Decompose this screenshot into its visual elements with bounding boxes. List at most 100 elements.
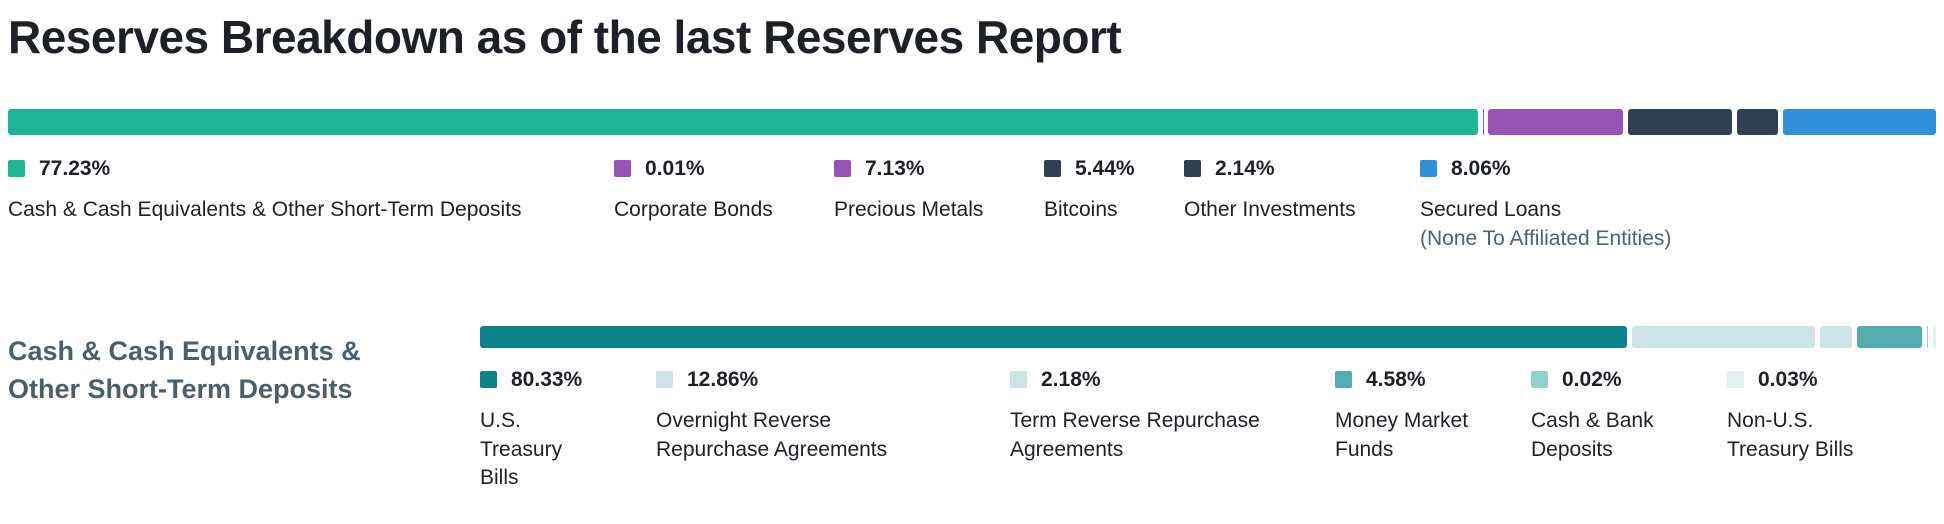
bar-segment-non-u-s-treasury-bills[interactable] [1933, 325, 1936, 348]
legend-value: 2.18% [1041, 367, 1101, 391]
u-s-treasury-bills-swatch-icon [480, 371, 497, 389]
legend-label-line: Corporate Bonds [614, 197, 773, 221]
legend-label: Precious Metals [834, 196, 1034, 225]
legend-label: Bitcoins [1044, 196, 1174, 225]
legend-item-precious-metals: 7.13% Precious Metals [834, 157, 1044, 225]
bar-segment-bitcoins[interactable] [1628, 108, 1732, 135]
legend-label-line: Overnight Reverse [656, 408, 832, 432]
legend-label-line: Non-U.S. [1727, 408, 1814, 432]
legend-label-line: Cash & Bank [1531, 408, 1654, 432]
cash-equivalents-stacked-bar [480, 325, 1936, 348]
legend-item-secured-loans: 8.06% Secured Loans (None To Affiliated En… [1420, 157, 1936, 254]
bar-segment-money-market-funds[interactable] [1856, 325, 1922, 348]
bar-segment-overnight-reverse-repurchase-agreements[interactable] [1631, 325, 1816, 348]
legend-label-line: Bitcoins [1044, 197, 1118, 221]
legend-item-term-reverse-repurchase-agreements: 2.18% Term Reverse Repurchase Agreements [1010, 368, 1335, 465]
legend-item-money-market-funds: 4.58% Money Market Funds [1335, 368, 1531, 465]
legend-value-row: 12.86% [656, 368, 1000, 392]
cash-equivalents-legend: 80.33% U.S. Treasury Bills 12.86% Overnight R… [480, 368, 1936, 494]
legend-value-row: 0.02% [1531, 368, 1717, 392]
legend-item-cash-bank-deposits: 0.02% Cash & Bank Deposits [1531, 368, 1727, 465]
legend-value-row: 8.06% [1420, 157, 1926, 181]
legend-value: 5.44% [1075, 156, 1135, 180]
bar-segment-cash-cash-equivalents-other-short-term-deposits[interactable] [8, 108, 1478, 135]
legend-value: 0.02% [1562, 367, 1622, 391]
section-heading-line2: Other Short-Term Deposits [8, 373, 353, 404]
legend-value-row: 0.03% [1727, 368, 1926, 392]
cash-cash-equivalents-other-short-term-deposits-swatch-icon [8, 160, 25, 178]
legend-sublabel: (None To Affiliated Entities) [1420, 226, 1672, 250]
legend-value-row: 2.18% [1010, 368, 1325, 392]
term-reverse-repurchase-agreements-swatch-icon [1010, 371, 1027, 389]
legend-label: Term Reverse Repurchase Agreements [1010, 407, 1325, 465]
section-heading-cash-equivalents: Cash & Cash Equivalents & Other Short-Ter… [8, 326, 480, 494]
legend-label: Overnight Reverse Repurchase Agreements [656, 407, 1000, 465]
legend-value: 2.14% [1215, 156, 1275, 180]
legend-value-row: 4.58% [1335, 368, 1521, 392]
legend-label-line: Cash & Cash Equivalents & Other Short-Te… [8, 197, 522, 221]
cash-bank-deposits-swatch-icon [1531, 371, 1548, 389]
legend-item-non-u-s-treasury-bills: 0.03% Non-U.S. Treasury Bills [1727, 368, 1936, 465]
bar-segment-cash-bank-deposits[interactable] [1927, 325, 1928, 348]
legend-value: 0.03% [1758, 367, 1818, 391]
cash-equivalents-chart-area: 80.33% U.S. Treasury Bills 12.86% Overnight R… [480, 325, 1936, 494]
bar-segment-precious-metals[interactable] [1487, 108, 1624, 135]
legend-label-line: Agreements [1010, 437, 1124, 461]
legend-label-line: Money Market [1335, 408, 1469, 432]
bitcoins-swatch-icon [1044, 160, 1061, 178]
legend-value-row: 80.33% [480, 368, 646, 392]
legend-label-line: Repurchase Agreements [656, 437, 888, 461]
total-reserves-section: 77.23% Cash & Cash Equivalents & Other Sh… [8, 108, 1936, 254]
non-u-s-treasury-bills-swatch-icon [1727, 371, 1744, 389]
money-market-funds-swatch-icon [1335, 371, 1352, 389]
legend-value: 0.01% [645, 156, 705, 180]
legend-label-line: Treasury Bills [1727, 437, 1854, 461]
legend-label-line: U.S. [480, 408, 521, 432]
legend-value: 8.06% [1451, 156, 1511, 180]
reserves-stacked-bar [8, 108, 1936, 135]
legend-label: Cash & Bank Deposits [1531, 407, 1717, 465]
legend-item-other-investments: 2.14% Other Investments [1184, 157, 1420, 225]
bar-segment-u-s-treasury-bills[interactable] [480, 325, 1627, 348]
legend-value-row: 2.14% [1184, 157, 1410, 181]
legend-label: Other Investments [1184, 196, 1410, 225]
legend-value-row: 7.13% [834, 157, 1034, 181]
legend-label-line: Term Reverse Repurchase [1010, 408, 1260, 432]
legend-label: Corporate Bonds [614, 196, 824, 225]
precious-metals-swatch-icon [834, 160, 851, 178]
other-investments-swatch-icon [1184, 160, 1201, 178]
legend-label-line: Secured Loans [1420, 197, 1562, 221]
legend-label-line: Other Investments [1184, 197, 1356, 221]
legend-label: U.S. Treasury Bills [480, 407, 646, 494]
legend-label: Non-U.S. Treasury Bills [1727, 407, 1926, 465]
reserves-legend: 77.23% Cash & Cash Equivalents & Other Sh… [8, 157, 1936, 254]
legend-label-line: Deposits [1531, 437, 1613, 461]
bar-segment-secured-loans[interactable] [1782, 108, 1936, 135]
legend-item-corporate-bonds: 0.01% Corporate Bonds [614, 157, 834, 225]
bar-segment-term-reverse-repurchase-agreements[interactable] [1820, 325, 1852, 348]
legend-label-line: Bills [480, 466, 519, 490]
legend-label-line: Precious Metals [834, 197, 984, 221]
reserves-breakdown-page: Reserves Breakdown as of the last Reserv… [8, 11, 1936, 494]
cash-equivalents-section: Cash & Cash Equivalents & Other Short-Ter… [8, 325, 1936, 494]
legend-label-line: Funds [1335, 437, 1394, 461]
legend-item-u-s-treasury-bills: 80.33% U.S. Treasury Bills [480, 368, 656, 494]
secured-loans-swatch-icon [1420, 160, 1437, 178]
legend-value: 7.13% [865, 156, 925, 180]
legend-value-row: 0.01% [614, 157, 824, 181]
legend-item-bitcoins: 5.44% Bitcoins [1044, 157, 1184, 225]
legend-value-row: 77.23% [8, 157, 604, 181]
legend-label: Cash & Cash Equivalents & Other Short-Te… [8, 196, 604, 225]
page-title: Reserves Breakdown as of the last Reserv… [8, 11, 1122, 63]
bar-segment-other-investments[interactable] [1736, 108, 1778, 135]
legend-label: Secured Loans (None To Affiliated Entitie… [1420, 196, 1926, 254]
overnight-reverse-repurchase-agreements-swatch-icon [656, 371, 673, 389]
legend-value: 77.23% [39, 156, 111, 180]
legend-value: 12.86% [687, 367, 759, 391]
legend-item-overnight-reverse-repurchase-agreements: 12.86% Overnight Reverse Repurchase Agreem… [656, 368, 1010, 465]
corporate-bonds-swatch-icon [614, 160, 631, 178]
legend-value-row: 5.44% [1044, 157, 1174, 181]
legend-item-cash-cash-equivalents-other-short-term-deposits: 77.23% Cash & Cash Equivalents & Other Sh… [8, 157, 614, 225]
legend-value: 80.33% [511, 367, 583, 391]
section-heading-line1: Cash & Cash Equivalents & [8, 335, 361, 366]
